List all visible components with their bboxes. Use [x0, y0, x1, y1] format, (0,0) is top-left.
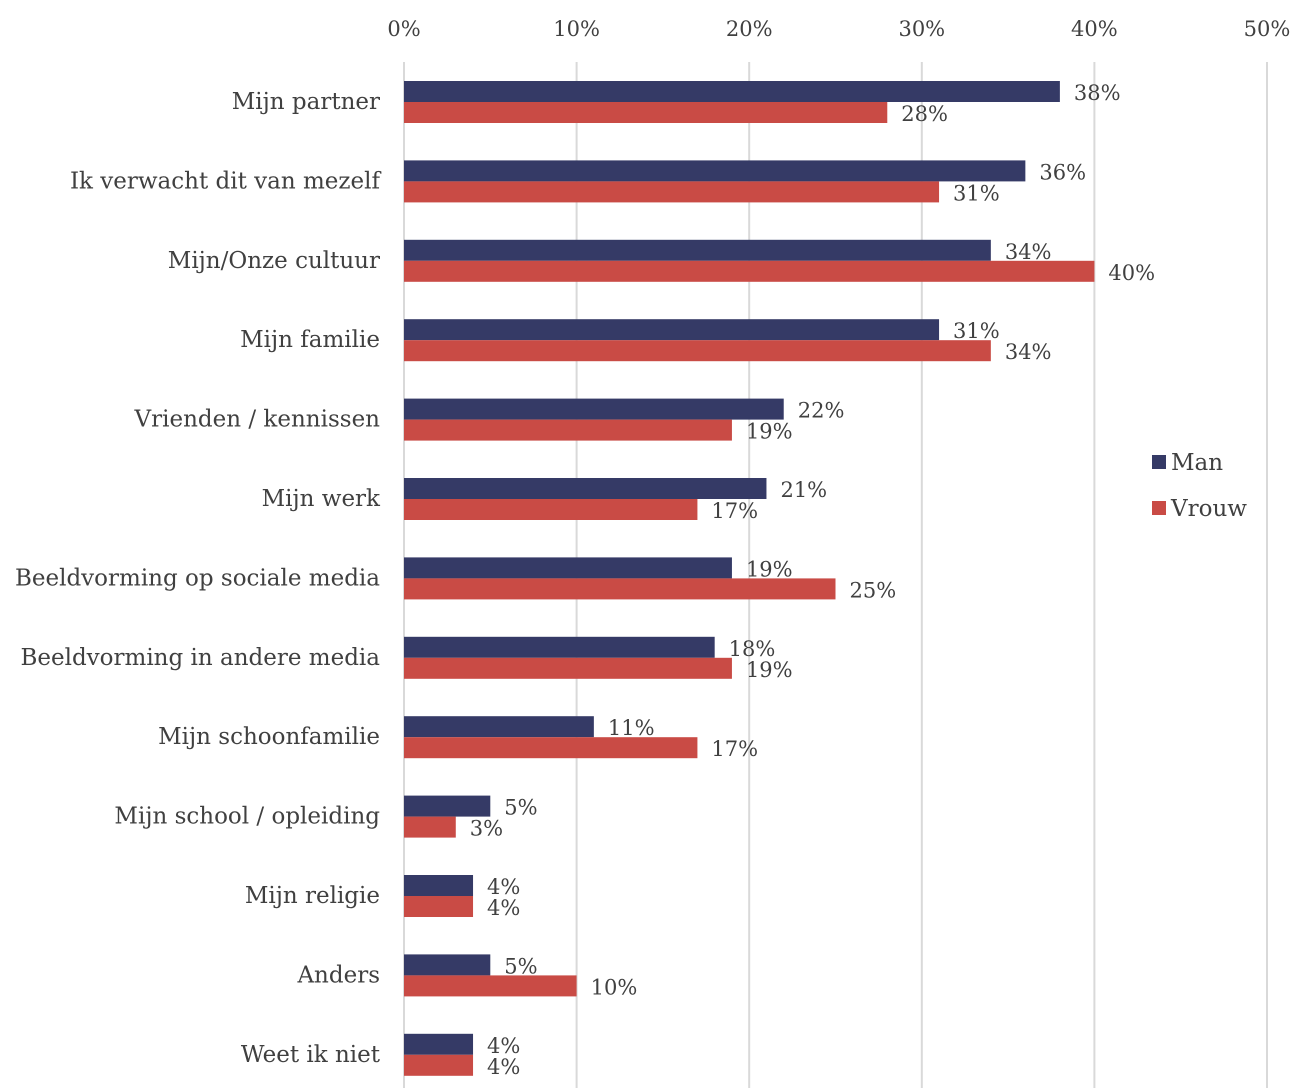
data-label: 19% — [746, 658, 793, 682]
bar-vrouw — [404, 181, 940, 203]
bar-man — [404, 557, 732, 579]
category-label: Beeldvorming in andere media — [20, 645, 380, 671]
data-label: 3% — [470, 817, 503, 841]
data-label: 25% — [850, 578, 897, 602]
bar-man — [404, 875, 474, 896]
data-label: 19% — [746, 420, 793, 444]
data-label: 4% — [487, 896, 520, 920]
bar-man — [404, 398, 784, 420]
data-label: 17% — [711, 737, 758, 761]
x-tick-label: 40% — [1071, 17, 1118, 41]
bars — [404, 81, 1095, 1076]
category-label: Anders — [296, 962, 380, 988]
category-label: Ik verwacht dit van mezelf — [70, 168, 382, 194]
data-label: 19% — [746, 557, 793, 581]
data-labels: 38%28%36%31%34%40%31%34%22%19%21%17%19%2… — [470, 81, 1155, 1079]
data-label: 22% — [798, 399, 845, 423]
category-label: Mijn werk — [262, 486, 381, 512]
legend-swatch-man — [1152, 455, 1166, 469]
category-labels: Mijn partner Ik verwacht dit van mezelf Mi… — [15, 89, 382, 1068]
category-label: Weet ik niet — [241, 1042, 381, 1068]
data-label: 31% — [953, 181, 1000, 205]
bar-man — [404, 1033, 474, 1055]
data-label: 28% — [901, 102, 948, 126]
bar-vrouw — [404, 578, 836, 600]
bar-man — [404, 954, 491, 976]
x-tick-label: 10% — [553, 17, 600, 41]
data-label: 4% — [487, 1055, 520, 1079]
category-label: Vrienden / kennissen — [134, 407, 381, 433]
bar-man — [404, 81, 1060, 102]
data-label: 4% — [487, 875, 520, 899]
bar-vrouw — [404, 657, 732, 679]
data-label: 5% — [504, 954, 537, 978]
x-tick-label: 0% — [387, 17, 420, 41]
category-label: Mijn/Onze cultuur — [168, 248, 380, 274]
bar-vrouw — [404, 340, 991, 362]
x-axis-ticks: 0% 10% 20% 30% 40% 50% — [387, 17, 1290, 41]
data-label: 21% — [780, 478, 827, 502]
data-label: 36% — [1039, 160, 1086, 184]
category-label: Mijn school / opleiding — [114, 804, 380, 830]
data-label: 11% — [608, 716, 655, 740]
bar-man — [404, 636, 715, 658]
bar-man — [404, 478, 767, 499]
data-label: 5% — [504, 796, 537, 820]
bar-man — [404, 319, 940, 341]
data-label: 17% — [711, 499, 758, 523]
bar-man — [404, 239, 991, 261]
data-label: 34% — [1005, 340, 1052, 364]
data-label: 10% — [591, 975, 638, 999]
data-label: 40% — [1108, 261, 1155, 285]
bar-vrouw — [404, 1054, 474, 1076]
data-label: 31% — [953, 319, 1000, 343]
category-label: Mijn partner — [232, 89, 380, 115]
category-label: Beeldvorming op sociale media — [15, 565, 380, 591]
bar-man — [404, 795, 491, 817]
data-label: 18% — [729, 637, 776, 661]
category-label: Mijn familie — [240, 327, 380, 353]
bar-vrouw — [404, 419, 732, 441]
bar-vrouw — [404, 737, 698, 759]
bar-vrouw — [404, 499, 698, 520]
legend-label-man: Man — [1171, 450, 1223, 476]
legend: Man Vrouw — [1152, 450, 1247, 522]
x-tick-label: 30% — [898, 17, 945, 41]
bar-man — [404, 716, 594, 738]
x-tick-label: 20% — [726, 17, 773, 41]
bar-vrouw — [404, 816, 456, 838]
legend-swatch-vrouw — [1152, 501, 1166, 515]
bar-man — [404, 160, 1026, 182]
bar-vrouw — [404, 260, 1095, 282]
bar-vrouw — [404, 896, 474, 917]
data-label: 38% — [1074, 81, 1121, 105]
bar-vrouw — [404, 102, 888, 123]
bar-vrouw — [404, 975, 577, 997]
category-label: Mijn religie — [245, 883, 380, 909]
data-label: 4% — [487, 1034, 520, 1058]
category-label: Mijn schoonfamilie — [158, 724, 380, 750]
legend-label-vrouw: Vrouw — [1170, 496, 1247, 522]
x-tick-label: 50% — [1244, 17, 1291, 41]
data-label: 34% — [1005, 240, 1052, 264]
